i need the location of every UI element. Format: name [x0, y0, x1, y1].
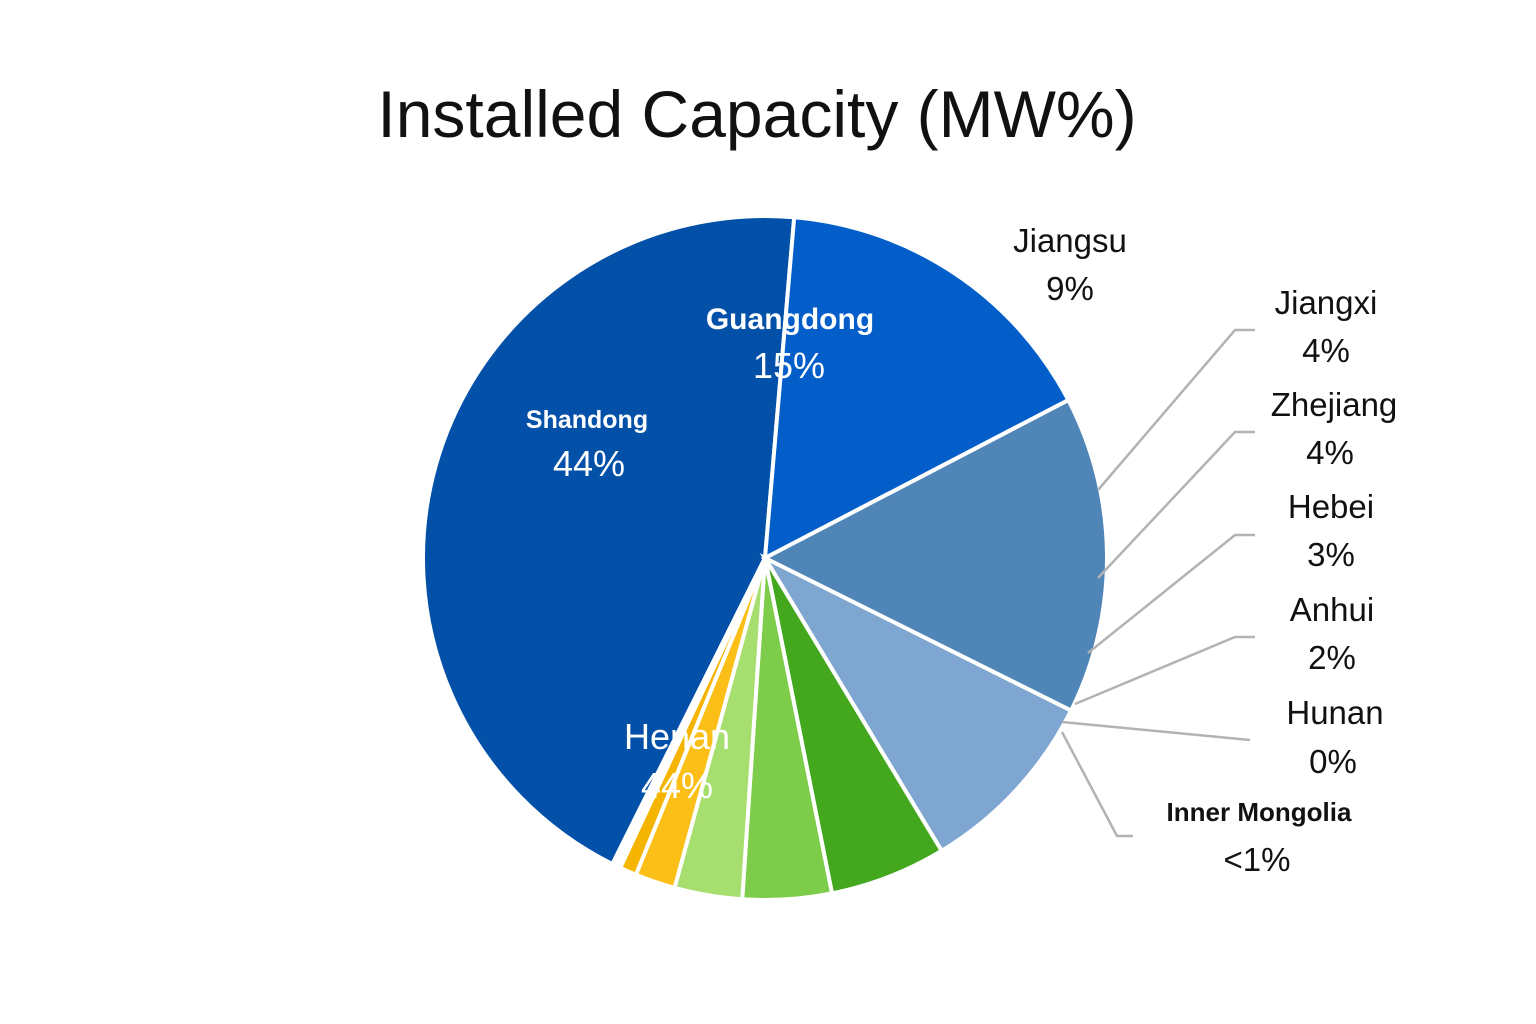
- slice-name-shandong: Shandong: [526, 406, 648, 434]
- pie-slice-henan: [421, 214, 797, 867]
- leader-line-anhui: [1074, 635, 1255, 706]
- slice-name-hebei: Hebei: [1288, 488, 1374, 525]
- slice-name-henan: Henan: [624, 716, 730, 757]
- leader-line-zhejiang: [1097, 430, 1255, 579]
- slice-name-inner-mongolia: Inner Mongolia: [1167, 797, 1352, 827]
- slice-value-shandong: 44%: [553, 443, 625, 484]
- leader-line-inner-mongolia: [1060, 731, 1133, 838]
- slice-name-jiangsu: Jiangsu: [1013, 222, 1127, 259]
- slice-value-hunan: 0%: [1309, 743, 1357, 780]
- slice-value-henan: 44%: [641, 765, 713, 806]
- leader-line-hebei: [1087, 533, 1255, 654]
- slice-name-anhui: Anhui: [1290, 591, 1374, 628]
- slice-name-zhejiang: Zhejiang: [1271, 386, 1398, 423]
- chart-title: Installed Capacity (MW%): [377, 77, 1137, 151]
- pie-slice-inner-mongolia: [609, 557, 767, 871]
- pie-slice-guangdong: [760, 397, 1109, 714]
- slice-value-guangdong: 15%: [753, 345, 825, 386]
- slice-value-anhui: 2%: [1308, 639, 1356, 676]
- slice-name-jiangxi: Jiangxi: [1275, 284, 1378, 321]
- slice-name-hunan: Hunan: [1286, 694, 1383, 731]
- leader-line-hunan: [1061, 720, 1251, 742]
- slice-value-inner-mongolia: <1%: [1224, 841, 1291, 878]
- slice-value-jiangsu: 9%: [1046, 270, 1094, 307]
- slice-name-guangdong: Guangdong: [706, 303, 874, 336]
- slice-value-jiangxi: 4%: [1302, 332, 1350, 369]
- slice-value-hebei: 3%: [1307, 536, 1355, 573]
- pie-slice-shandong: [762, 215, 1072, 562]
- slice-value-zhejiang: 4%: [1306, 434, 1354, 471]
- leader-line-jiangxi: [1097, 328, 1255, 491]
